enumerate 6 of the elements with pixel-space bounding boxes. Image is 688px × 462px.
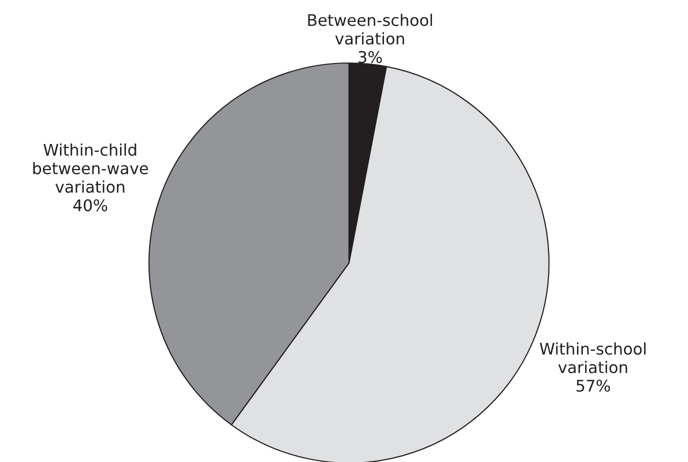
slice-label: Within-child between-wave variation [33,143,148,193]
slice-label: Between-school variation [308,14,432,45]
data-label: 40% [73,199,108,212]
data-label: 3% [358,51,382,64]
slice-label: Within-school variation [540,342,646,374]
data-label: 57% [576,380,610,392]
